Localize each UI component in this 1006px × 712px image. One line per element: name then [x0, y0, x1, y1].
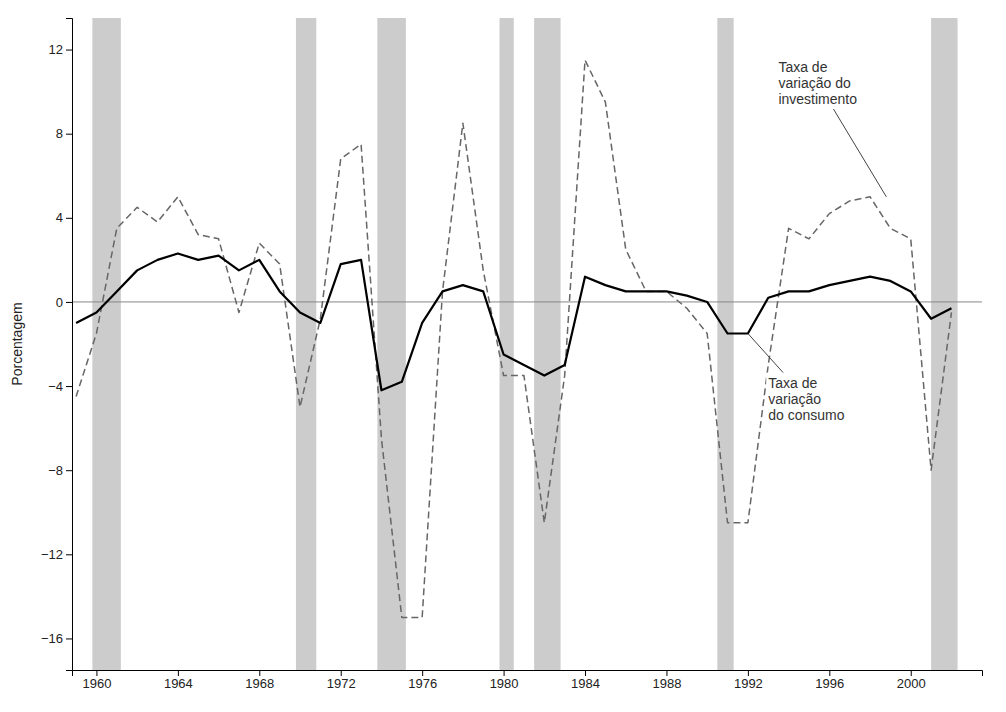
annotation-line: do consumo	[768, 407, 844, 423]
x-tick-mark	[178, 670, 179, 676]
annotations: Taxa devariação doinvestimentoTaxa devar…	[748, 57, 886, 424]
x-axis: 1960 1964 1968 1972 1976 1980 1984 1988 1992 1996…	[73, 670, 983, 691]
annotation-line: variação	[768, 391, 821, 407]
recession-band	[377, 18, 406, 670]
x-tick-mark	[504, 670, 505, 676]
x-tick-label: 1984	[571, 676, 600, 691]
bands	[92, 18, 957, 670]
x-tick-mark	[96, 670, 97, 676]
y-tick-label: −4	[48, 379, 63, 394]
x-tick-mark	[259, 670, 260, 676]
x-tick: 1972	[327, 670, 356, 691]
annotation-line: variação do	[778, 75, 851, 91]
y-tick: −4	[48, 379, 72, 394]
annotation-line: Taxa de	[768, 375, 817, 391]
x-tick-label: 1996	[815, 676, 844, 691]
recession-band	[296, 18, 316, 670]
marks	[72, 18, 982, 670]
annotation-line: investimento	[778, 91, 857, 107]
chart: 1960 1964 1968 1972 1976 1980 1984 1988 1992 1996…	[0, 0, 1006, 712]
x-tick-label: 1980	[490, 676, 519, 691]
annotation: Taxa devariaçãodo consumo	[748, 333, 847, 424]
y-tick-mark	[66, 470, 72, 471]
y-tick-label: 8	[56, 126, 63, 141]
y-axis-line	[66, 19, 73, 671]
x-tick-label: 1960	[82, 676, 111, 691]
x-tick: 1960	[82, 670, 111, 691]
plot: 1960 1964 1968 1972 1976 1980 1984 1988 1992 1996…	[9, 18, 983, 691]
y-tick: 4	[56, 210, 72, 225]
recession-band	[500, 18, 514, 670]
x-tick-label: 1964	[164, 676, 193, 691]
series-line	[76, 60, 951, 617]
x-tick: 2000	[897, 670, 926, 691]
x-tick: 1984	[571, 670, 600, 691]
annotation-text: Taxa devariaçãodo consumo	[768, 375, 844, 423]
zero-line	[72, 301, 982, 302]
x-tick: 1988	[652, 670, 681, 691]
x-tick-label: 1988	[652, 676, 681, 691]
x-tick-mark	[748, 670, 749, 676]
y-tick-label: −8	[48, 463, 63, 478]
y-tick-mark	[66, 302, 72, 303]
annotation-background	[776, 57, 859, 109]
y-tick: 8	[56, 126, 72, 141]
y-tick: −8	[48, 463, 72, 478]
y-tick-mark	[66, 638, 72, 639]
x-tick-label: 2000	[897, 676, 926, 691]
x-tick-label: 1976	[408, 676, 437, 691]
y-tick: 0	[56, 295, 72, 310]
y-tick-mark	[66, 134, 72, 135]
x-tick-label: 1972	[327, 676, 356, 691]
y-tick-mark	[66, 50, 72, 51]
x-tick: 1976	[408, 670, 437, 691]
y-tick-mark	[66, 218, 72, 219]
y-tick-label: −16	[41, 631, 63, 646]
recession-band	[534, 18, 560, 670]
x-tick-mark	[911, 670, 912, 676]
y-tick: −12	[41, 547, 72, 562]
x-tick-mark	[585, 670, 586, 676]
annotation-text: Taxa devariação doinvestimento	[778, 59, 857, 107]
y-tick-label: 0	[56, 295, 63, 310]
y-axis-title: Porcentagem	[9, 302, 25, 385]
x-tick-mark	[341, 670, 342, 676]
x-tick: 1980	[490, 670, 519, 691]
x-tick-mark	[666, 670, 667, 676]
y-axis: −16 −12 −8 −4 0 4 8 12	[41, 19, 73, 671]
x-tick: 1964	[164, 670, 193, 691]
x-tick-mark	[422, 670, 423, 676]
y-tick-label: 4	[56, 210, 63, 225]
y-tick-mark	[66, 386, 72, 387]
annotation-line: Taxa de	[778, 59, 827, 75]
x-tick: 1996	[815, 670, 844, 691]
x-tick: 1992	[734, 670, 763, 691]
y-tick: 12	[49, 42, 72, 57]
x-tick-mark	[829, 670, 830, 676]
recession-band	[931, 18, 957, 670]
series-line	[76, 254, 951, 391]
y-tick-label: −12	[41, 547, 63, 562]
x-tick-label: 1992	[734, 676, 763, 691]
x-tick-label: 1968	[245, 676, 274, 691]
y-tick-mark	[66, 554, 72, 555]
recession-band	[92, 18, 121, 670]
x-tick: 1968	[245, 670, 274, 691]
annotation: Taxa devariação doinvestimento	[776, 57, 886, 197]
y-tick-label: 12	[49, 42, 63, 57]
x-axis-line	[73, 671, 983, 677]
y-tick: −16	[41, 631, 72, 646]
recession-band	[717, 18, 733, 670]
annotation-background	[766, 373, 846, 425]
